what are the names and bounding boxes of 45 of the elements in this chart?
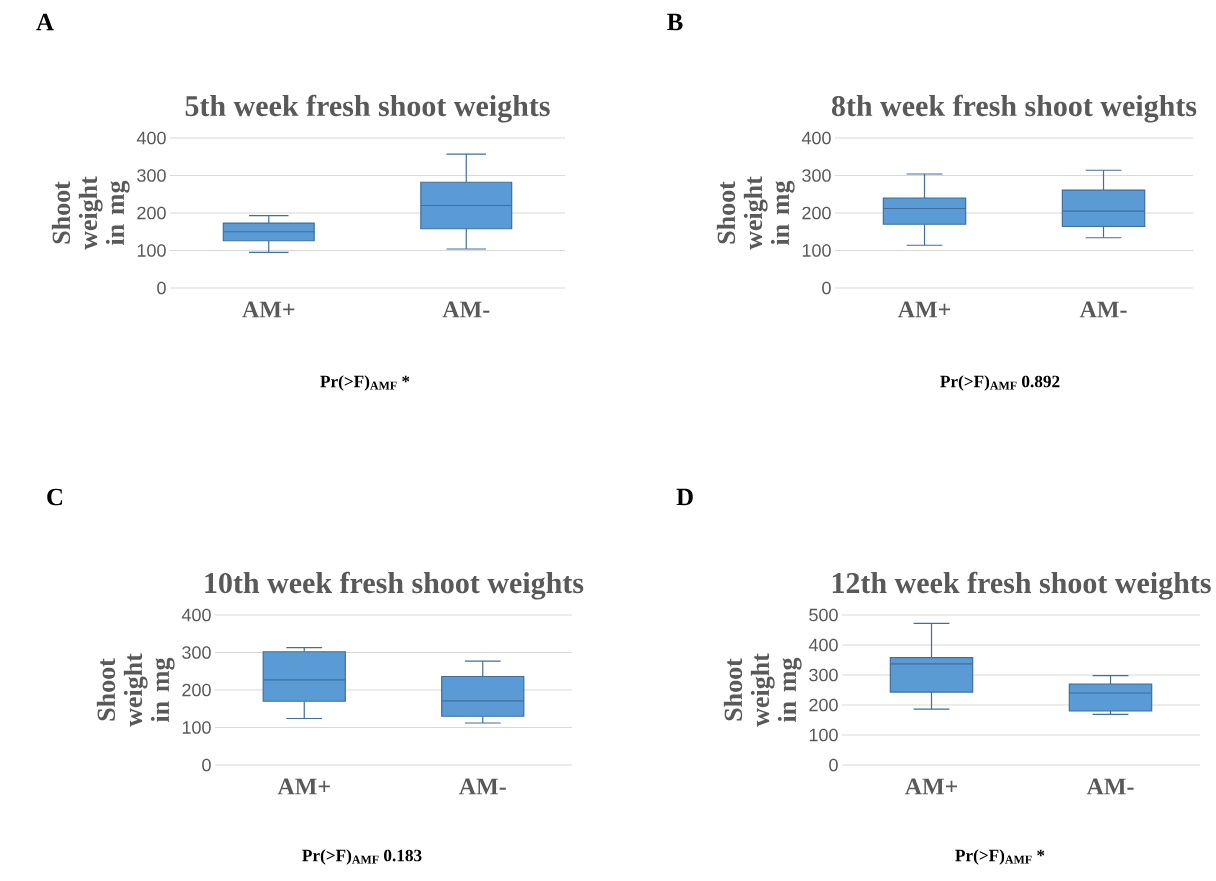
text: Pr(>F)$_{AMF}$ *	[320, 375, 410, 391]
text: A	[36, 13, 54, 31]
x-tick-label: AM+	[897, 301, 951, 318]
x-tick-label: AM+	[904, 778, 958, 795]
x-tick-label: AM+	[242, 301, 295, 318]
x-tick-label: AM-	[459, 778, 506, 795]
y-tick-label: 400	[808, 638, 838, 652]
y-tick-label: 300	[809, 668, 838, 682]
x-tick-label: AM+	[277, 778, 330, 795]
y-tick-label: 400	[136, 131, 166, 145]
y-tick-label: 200	[802, 206, 831, 220]
text: B	[667, 13, 683, 31]
y-axis-title: Shoot weight in mg	[716, 176, 795, 250]
text: Pr(>F)$_{AMF}$ 0.183	[302, 849, 422, 865]
y-axis-title: Shoot weight in mg	[723, 653, 802, 727]
chart-title: 12th week fresh shoot weights	[832, 571, 1211, 600]
y-tick-label: 0	[202, 758, 211, 772]
y-tick-label: 200	[182, 683, 211, 697]
chart-title: 8th week fresh shoot weights	[831, 94, 1197, 123]
chart-title: 10th week fresh shoot weights	[205, 571, 584, 600]
y-tick-label: 0	[157, 281, 166, 295]
y-tick-label: 300	[802, 169, 831, 182]
y-tick-label: 400	[801, 131, 831, 145]
y-tick-label: 0	[829, 758, 838, 772]
y-axis-title: Shoot weight in mg	[96, 653, 175, 727]
y-tick-label: 100	[802, 244, 831, 257]
text: Pr(>F)$_{AMF}$ 0.892	[940, 375, 1060, 391]
x-tick-label: AM-	[1079, 301, 1127, 318]
x-tick-label: AM-	[1086, 778, 1134, 795]
y-tick-label: 100	[809, 728, 838, 742]
y-tick-label: 200	[809, 698, 838, 712]
y-tick-label: 0	[822, 281, 831, 295]
text: D	[676, 488, 693, 506]
y-tick-label: 300	[182, 646, 211, 659]
x-tick-label: AM-	[442, 301, 490, 318]
y-tick-label: 400	[181, 608, 211, 622]
y-tick-label: 500	[809, 608, 838, 622]
y-tick-label: 100	[182, 721, 211, 734]
chart-title: 5th week fresh shoot weights	[185, 94, 550, 123]
y-axis-title: Shoot weight in mg	[51, 176, 130, 250]
text: C	[47, 488, 63, 506]
y-tick-label: 300	[137, 169, 166, 182]
text: Pr(>F)$_{AMF}$ *	[955, 849, 1045, 865]
y-tick-label: 100	[137, 244, 166, 257]
y-tick-label: 200	[137, 206, 166, 220]
